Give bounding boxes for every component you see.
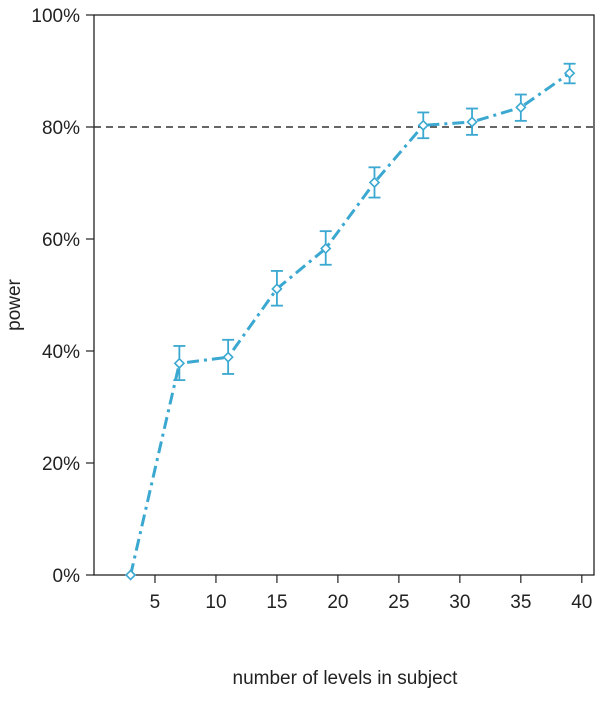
plot-frame [93, 14, 595, 576]
data-point-marker [222, 351, 234, 363]
x-tick-label: 30 [449, 592, 470, 613]
x-tick-label: 25 [388, 592, 409, 613]
x-tick-label: 15 [266, 592, 287, 613]
data-point-marker [271, 283, 283, 295]
x-tick-label: 5 [150, 592, 161, 613]
x-tick-label: 40 [571, 592, 592, 613]
data-point-marker [368, 176, 381, 189]
y-tick-label: 20% [42, 454, 80, 475]
data-point-marker [320, 242, 332, 255]
data-point-marker [466, 116, 478, 128]
data-point-marker [124, 569, 137, 581]
y-tick-label: 60% [42, 230, 80, 251]
x-tick-label: 35 [510, 592, 531, 613]
x-tick-label: 20 [327, 592, 348, 613]
data-point-marker [417, 119, 429, 131]
y-tick-label: 80% [42, 118, 80, 139]
data-point-marker [173, 357, 185, 369]
y-tick-label: 40% [42, 342, 80, 363]
y-tick-label: 0% [53, 566, 81, 587]
y-axis-label: power [4, 278, 25, 330]
x-tick-label: 10 [205, 592, 226, 613]
y-tick-label: 100% [31, 6, 80, 27]
power-series-line [129, 71, 571, 576]
data-point-marker [563, 67, 576, 79]
x-axis-label: number of levels in subject [233, 668, 459, 689]
data-point-marker [515, 101, 527, 114]
